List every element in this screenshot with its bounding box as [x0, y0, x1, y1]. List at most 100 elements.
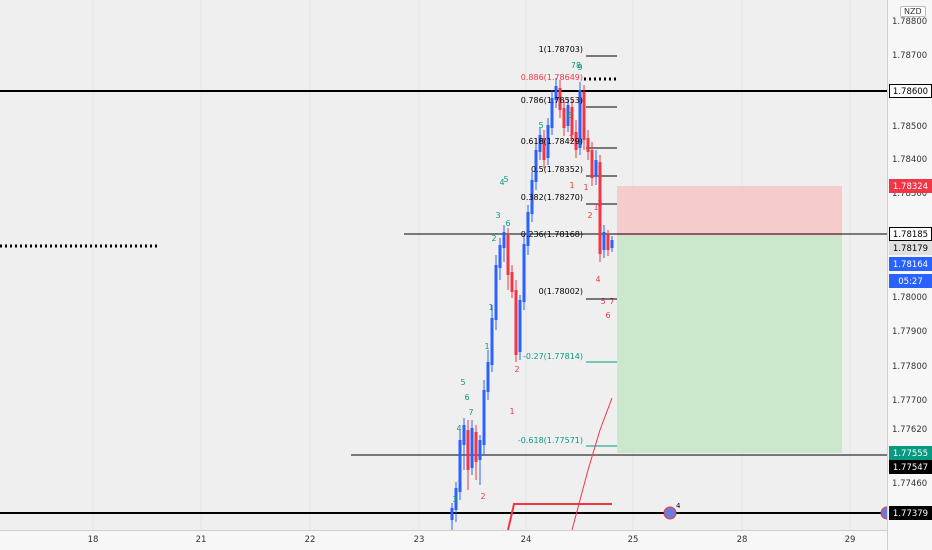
candle[interactable]	[482, 380, 486, 455]
candle[interactable]	[598, 155, 602, 262]
td-label: 1	[583, 183, 588, 192]
candle[interactable]	[562, 100, 566, 136]
candle[interactable]	[458, 430, 462, 500]
price-tag[interactable]: 1.78179	[889, 241, 932, 255]
td-label: 3	[495, 211, 500, 220]
price-tag[interactable]: 1.78164	[889, 257, 932, 271]
price-tick: 1.78000	[892, 293, 928, 303]
price-chart[interactable]: 1(1.78703) 0.886(1.78649) 0.786(1.78553) 0.…	[0, 0, 887, 530]
candle[interactable]	[462, 418, 466, 470]
candle[interactable]	[570, 100, 574, 142]
candle[interactable]	[518, 295, 522, 360]
td-label: 5	[600, 297, 605, 306]
td-label: 7	[609, 297, 614, 306]
candle[interactable]	[546, 118, 550, 165]
candle[interactable]	[530, 172, 534, 222]
price-tick: 1.77700	[892, 396, 928, 406]
candle[interactable]	[558, 80, 562, 118]
candle[interactable]	[526, 205, 530, 255]
time-tick: 25	[627, 535, 639, 545]
td-label: 6	[464, 393, 469, 402]
time-tick: 23	[413, 535, 425, 545]
candle[interactable]	[538, 128, 542, 160]
fib-label: 0.382(1.78270)	[521, 193, 583, 202]
candle[interactable]	[490, 305, 494, 372]
candle[interactable]	[594, 150, 598, 185]
td-label: 5	[538, 121, 543, 130]
td-label: 2	[597, 199, 602, 208]
candle[interactable]	[550, 90, 554, 135]
candle[interactable]	[466, 420, 470, 490]
candle[interactable]	[474, 425, 478, 480]
candle[interactable]	[610, 236, 614, 252]
fib-label: -0.27(1.77814)	[523, 352, 583, 361]
candle[interactable]	[522, 235, 526, 310]
td-label: 7	[468, 408, 473, 417]
candle[interactable]	[494, 255, 498, 330]
td-label: 6	[605, 311, 610, 320]
td-label: 2	[491, 234, 496, 243]
candle[interactable]	[478, 435, 482, 485]
td-label: 9	[577, 63, 582, 72]
candle[interactable]	[602, 225, 606, 258]
candle[interactable]	[574, 120, 578, 158]
time-axis[interactable]: 18 21 22 23 24 25 28 29	[0, 530, 887, 550]
candle[interactable]	[502, 225, 506, 262]
td-label: 6	[505, 219, 510, 228]
event-badge-edge[interactable]	[880, 506, 887, 520]
candle[interactable]	[510, 265, 514, 298]
candle[interactable]	[586, 130, 590, 160]
price-tag[interactable]: 1.78324	[889, 179, 932, 193]
currency-label[interactable]: NZD	[900, 6, 926, 17]
stop-loss-zone[interactable]	[617, 186, 842, 236]
candle[interactable]	[498, 238, 502, 280]
price-tick: 1.77800	[892, 362, 928, 372]
candle[interactable]	[566, 98, 570, 132]
candle[interactable]	[450, 503, 454, 530]
candle[interactable]	[534, 140, 538, 190]
candlestick-series[interactable]	[450, 78, 614, 530]
price-tag[interactable]: 05:27	[889, 274, 932, 288]
price-tag[interactable]: 1.78185	[889, 227, 932, 241]
candle[interactable]	[542, 130, 546, 168]
fib-label: 0.236(1.78168)	[521, 230, 583, 239]
td-label: 1	[568, 134, 573, 143]
price-tick: 1.78800	[892, 17, 928, 27]
price-tick: 1.77620	[892, 425, 928, 435]
td-label: 1	[593, 203, 598, 212]
td-label: 3	[452, 495, 457, 504]
time-tick: 29	[844, 535, 856, 545]
event-badge[interactable]: 4	[663, 502, 681, 520]
candle[interactable]	[454, 482, 458, 522]
candle[interactable]	[606, 230, 610, 256]
fib-label: 0.886(1.78649)	[521, 73, 583, 82]
take-profit-zone[interactable]	[617, 236, 842, 453]
candle[interactable]	[514, 280, 518, 362]
time-tick: 24	[520, 535, 532, 545]
fib-label: 0.618(1.78429)	[521, 137, 583, 146]
candle[interactable]	[506, 228, 510, 290]
td-label: 2	[514, 365, 519, 374]
time-tick: 28	[736, 535, 748, 545]
candle[interactable]	[554, 78, 558, 108]
price-tick: 1.78700	[892, 51, 928, 61]
price-tag[interactable]: 1.77379	[889, 506, 932, 520]
red-indicator-step	[507, 503, 612, 530]
candle[interactable]	[470, 420, 474, 475]
price-tag[interactable]: 1.77555	[889, 446, 932, 460]
price-axis[interactable]: NZD 1.78800 1.78700 1.78500 1.78400 1.78300 1…	[887, 0, 932, 550]
chart-pane[interactable]: 1(1.78703) 0.886(1.78649) 0.786(1.78553) 0.…	[0, 0, 887, 530]
fib-label: -0.618(1.77571)	[518, 436, 583, 445]
candle[interactable]	[486, 350, 490, 400]
candle[interactable]	[590, 142, 594, 186]
td-label: 5	[503, 175, 508, 184]
td-label: 1	[509, 407, 514, 416]
time-tick: 21	[195, 535, 207, 545]
price-tag[interactable]: 1.77547	[889, 460, 932, 474]
fib-labels: 1(1.78703) 0.886(1.78649) 0.786(1.78553) 0.…	[518, 45, 583, 445]
candle[interactable]	[582, 85, 586, 150]
candle[interactable]	[578, 82, 582, 155]
time-tick: 22	[304, 535, 316, 545]
price-tag[interactable]: 1.78600	[889, 84, 932, 98]
